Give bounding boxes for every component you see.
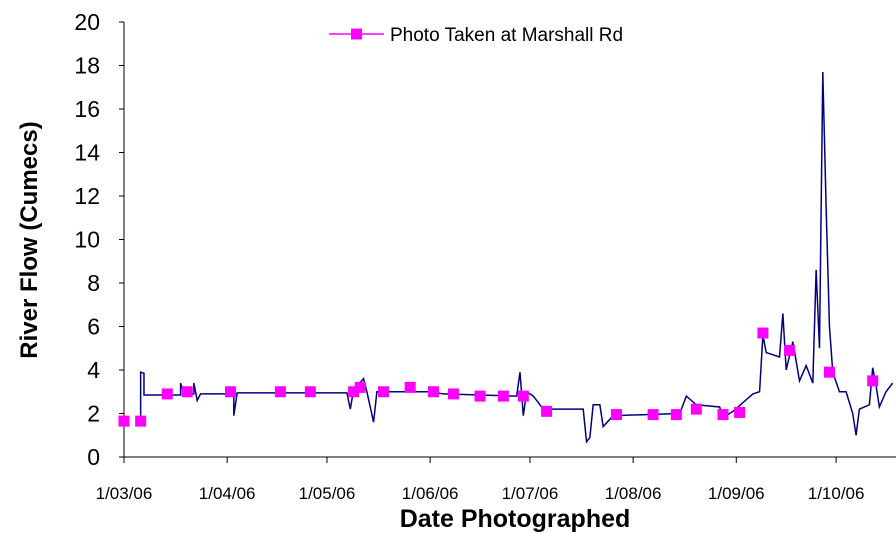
photo-marker xyxy=(717,409,729,421)
photo-marker xyxy=(118,415,130,427)
y-tick-label: 6 xyxy=(87,314,100,340)
photo-marker xyxy=(274,386,286,398)
photo-marker xyxy=(181,386,193,398)
legend-marker xyxy=(351,28,362,40)
flow-line xyxy=(139,72,894,444)
y-tick-label: 12 xyxy=(74,183,100,209)
y-tick-label: 16 xyxy=(74,96,100,122)
x-tick-label: 1/07/06 xyxy=(502,484,559,503)
photo-marker xyxy=(427,386,439,398)
photo-marker xyxy=(354,381,366,393)
y-tick-label: 2 xyxy=(87,401,100,427)
y-tick-label: 14 xyxy=(74,140,100,166)
photo-marker xyxy=(670,409,682,421)
y-tick-label: 4 xyxy=(87,357,100,383)
x-tick-label: 1/06/06 xyxy=(402,484,459,503)
y-tick-label: 10 xyxy=(74,227,100,253)
x-tick-label: 1/10/06 xyxy=(808,484,865,503)
photo-marker xyxy=(610,409,622,421)
photo-marker xyxy=(690,403,702,415)
photo-marker xyxy=(784,344,796,356)
photo-marker xyxy=(447,388,459,400)
x-tick-label: 1/08/06 xyxy=(605,484,662,503)
photo-marker xyxy=(757,327,769,339)
y-tick-label: 0 xyxy=(87,444,100,470)
x-axis-title: Date Photographed xyxy=(400,505,631,533)
photo-marker xyxy=(378,386,390,398)
photo-marker xyxy=(867,375,879,387)
y-axis-title: River Flow (Cumecs) xyxy=(16,121,43,358)
y-tick-label: 18 xyxy=(74,53,100,79)
photo-marker xyxy=(823,366,835,378)
photo-marker xyxy=(734,406,746,418)
photo-marker xyxy=(497,390,509,402)
photo-marker xyxy=(224,386,236,398)
photo-marker xyxy=(474,390,486,402)
x-tick-label: 1/04/06 xyxy=(199,484,256,503)
legend-label: Photo Taken at Marshall Rd xyxy=(390,25,623,46)
photo-marker xyxy=(348,386,360,398)
y-tick-label: 8 xyxy=(87,270,100,296)
photo-marker xyxy=(135,415,147,427)
x-tick-label: 1/03/06 xyxy=(96,484,153,503)
photo-marker xyxy=(404,381,416,393)
photo-marker xyxy=(161,388,173,400)
photo-marker xyxy=(517,390,529,402)
x-tick-label: 1/09/06 xyxy=(708,484,765,503)
photo-marker xyxy=(304,386,316,398)
x-tick-label: 1/05/06 xyxy=(299,484,356,503)
photo-marker xyxy=(647,409,659,421)
photo-marker xyxy=(541,405,553,417)
y-tick-label: 20 xyxy=(74,9,100,35)
